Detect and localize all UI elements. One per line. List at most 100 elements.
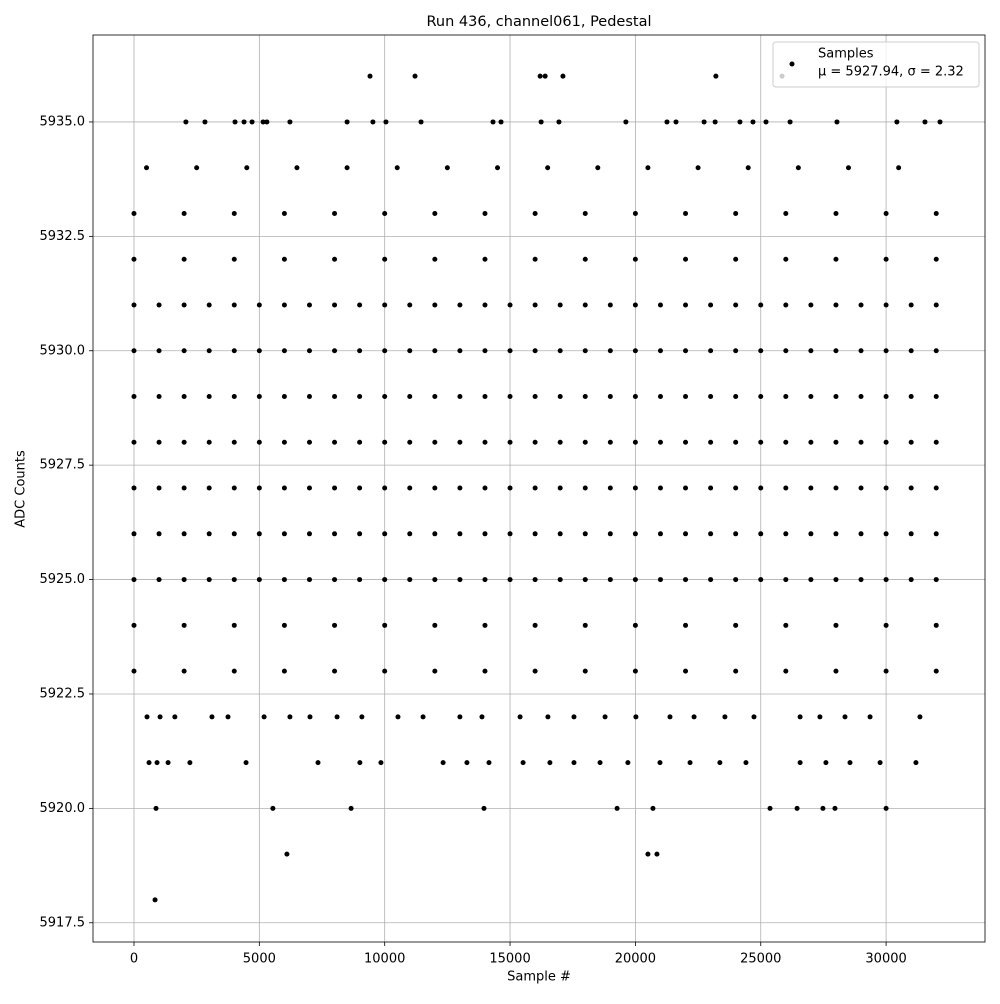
point <box>532 348 538 354</box>
point <box>187 760 193 766</box>
point <box>607 302 613 308</box>
x-tick-label: 10000 <box>364 952 405 967</box>
point <box>683 485 689 491</box>
point <box>334 714 340 720</box>
point <box>382 485 388 491</box>
point <box>833 531 839 537</box>
point <box>232 119 238 125</box>
point <box>181 348 187 354</box>
point <box>131 577 137 583</box>
point <box>306 348 312 354</box>
point <box>486 760 492 766</box>
point <box>683 531 689 537</box>
point <box>683 622 689 628</box>
point <box>858 394 864 400</box>
y-tick-label: 5925.0 <box>40 572 86 587</box>
point <box>156 577 162 583</box>
point <box>883 256 889 262</box>
point <box>432 485 438 491</box>
point <box>712 119 718 125</box>
point <box>896 165 902 171</box>
point <box>758 531 764 537</box>
point <box>261 714 267 720</box>
point <box>733 622 739 628</box>
point <box>607 439 613 445</box>
point <box>633 714 639 720</box>
point <box>632 348 638 354</box>
point <box>206 348 212 354</box>
point <box>181 302 187 308</box>
point <box>517 714 523 720</box>
point <box>908 439 914 445</box>
point <box>858 348 864 354</box>
point <box>733 210 739 216</box>
point <box>933 210 939 216</box>
x-tick-label: 30000 <box>865 952 906 967</box>
point <box>482 668 488 674</box>
point <box>315 760 321 766</box>
point <box>795 165 801 171</box>
point <box>152 897 158 903</box>
point <box>842 714 848 720</box>
point <box>632 577 638 583</box>
point <box>407 485 413 491</box>
point <box>937 119 943 125</box>
point <box>833 668 839 674</box>
point <box>758 394 764 400</box>
y-tick-label: 5917.5 <box>40 915 86 930</box>
point <box>632 531 638 537</box>
point <box>797 714 803 720</box>
point <box>131 531 137 537</box>
point <box>498 119 504 125</box>
point <box>243 760 249 766</box>
point <box>357 760 363 766</box>
point <box>582 394 588 400</box>
point <box>194 165 200 171</box>
point <box>131 210 137 216</box>
point <box>933 531 939 537</box>
point <box>833 210 839 216</box>
point <box>382 394 388 400</box>
point <box>432 577 438 583</box>
point <box>281 210 287 216</box>
point <box>231 256 237 262</box>
point <box>745 165 751 171</box>
point <box>933 394 939 400</box>
point <box>181 668 187 674</box>
y-tick-label: 5932.5 <box>40 229 86 244</box>
point <box>858 485 864 491</box>
point <box>743 760 749 766</box>
point <box>833 577 839 583</box>
point <box>847 760 853 766</box>
point <box>357 577 363 583</box>
point <box>507 485 513 491</box>
point <box>787 119 793 125</box>
point <box>557 531 563 537</box>
point <box>883 439 889 445</box>
point <box>359 714 365 720</box>
point <box>507 348 513 354</box>
point <box>432 348 438 354</box>
point <box>181 531 187 537</box>
point <box>332 577 338 583</box>
point <box>244 165 250 171</box>
point <box>281 394 287 400</box>
point <box>507 302 513 308</box>
point <box>833 256 839 262</box>
point <box>607 577 613 583</box>
point <box>418 119 424 125</box>
point <box>758 577 764 583</box>
point <box>933 622 939 628</box>
point <box>883 805 889 811</box>
point <box>908 485 914 491</box>
point <box>582 668 588 674</box>
point <box>206 439 212 445</box>
point <box>783 210 789 216</box>
point <box>231 531 237 537</box>
point <box>281 302 287 308</box>
point <box>538 119 544 125</box>
point <box>332 668 338 674</box>
point <box>457 439 463 445</box>
point <box>908 577 914 583</box>
point <box>287 119 293 125</box>
